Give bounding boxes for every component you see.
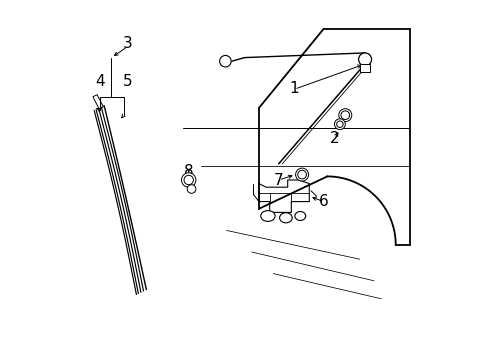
Ellipse shape <box>260 211 275 221</box>
Circle shape <box>187 185 196 193</box>
Circle shape <box>183 175 193 185</box>
Circle shape <box>358 53 371 66</box>
Circle shape <box>334 119 345 130</box>
Circle shape <box>297 170 306 179</box>
Bar <box>359 64 369 72</box>
Circle shape <box>181 173 196 187</box>
Text: 5: 5 <box>122 73 132 89</box>
Text: 4: 4 <box>95 73 104 89</box>
Circle shape <box>336 121 343 127</box>
Circle shape <box>295 168 308 181</box>
Text: 6: 6 <box>318 194 328 209</box>
Ellipse shape <box>279 213 292 223</box>
Circle shape <box>219 55 231 67</box>
Text: 7: 7 <box>273 172 283 188</box>
Text: 1: 1 <box>289 81 298 96</box>
Text: 8: 8 <box>183 163 193 179</box>
Text: 2: 2 <box>329 131 339 146</box>
Circle shape <box>340 111 349 120</box>
Ellipse shape <box>294 212 305 220</box>
Text: 3: 3 <box>122 36 132 51</box>
Circle shape <box>338 109 351 122</box>
